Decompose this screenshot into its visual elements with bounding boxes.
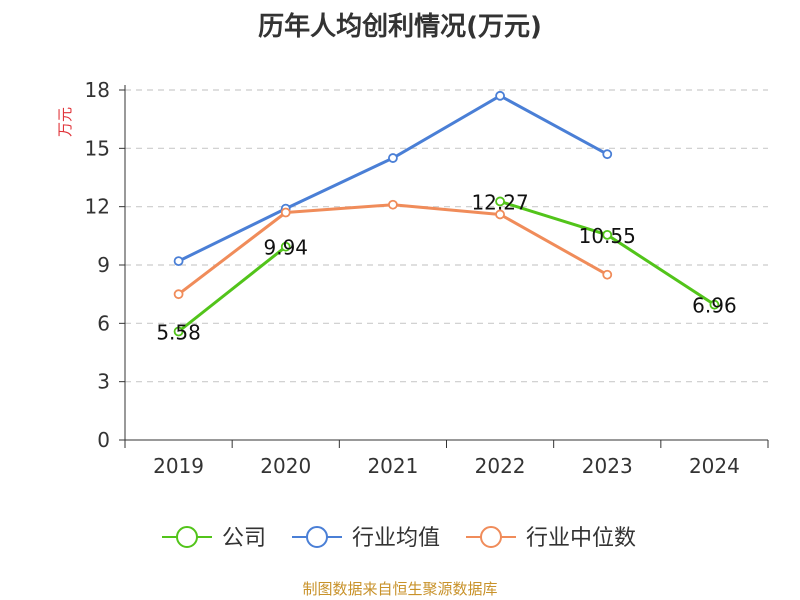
legend-marker [306,526,328,548]
y-tick-label: 0 [97,428,110,452]
x-tick-label: 2023 [582,454,633,478]
y-tick-label: 9 [97,253,110,277]
axis-layer: 0 3 6 9 12 15 18 万元 2019 2020 2021 2022 2023 2024 [56,78,769,478]
data-point [602,229,613,240]
data-point [173,289,184,300]
x-tick-label: 2019 [153,454,204,478]
data-point [388,153,398,163]
y-axis-title: 万元 [56,107,74,137]
data-point [280,241,291,252]
data-label: 10.55 [579,224,636,248]
data-label: 6.96 [692,294,737,318]
legend-marker [176,526,198,548]
legend-label: 行业均值 [352,526,440,551]
series-line [177,245,287,333]
data-label: 5.58 [156,321,201,345]
legend-item-2: 行业均值 [292,526,440,551]
data-point [388,199,398,210]
data-point [602,149,613,160]
data-label-layer: 5.58 9.94 12.27 10.55 6.96 [156,190,736,344]
x-tick-label: 2024 [689,454,740,478]
legend-item-3: 行业中位数 [466,526,636,551]
data-point [602,269,613,280]
y-tick-label: 3 [97,370,110,394]
legend: 公司 行业均值 行业中位数 [162,526,636,551]
grid-layer [125,89,768,383]
data-point [495,196,505,207]
data-point [173,256,184,267]
data-point [280,207,291,218]
series-3 [173,199,613,300]
legend-item-1: 公司 [162,526,266,551]
legend-marker [480,526,502,548]
data-label: 9.94 [263,236,308,260]
y-tick-label: 12 [85,195,110,219]
data-point [709,299,720,310]
data-label: 12.27 [471,190,528,214]
series-line [499,199,716,306]
chart-title: 历年人均创利情况(万元) [258,12,542,42]
data-point [495,209,505,220]
data-point [495,90,505,101]
legend-label: 行业中位数 [526,526,636,551]
x-tick-label: 2021 [367,454,418,478]
series-layer [173,90,720,337]
y-tick-label: 6 [97,311,110,335]
y-tick-label: 15 [85,136,110,160]
source-note: 制图数据来自恒生聚源数据库 [302,580,498,598]
series-line [177,94,608,263]
series-1 [173,196,720,337]
x-tick-label: 2020 [260,454,311,478]
x-tick-label: 2022 [475,454,526,478]
data-point [173,326,184,337]
y-tick-label: 18 [85,78,110,102]
legend-label: 公司 [222,526,266,551]
